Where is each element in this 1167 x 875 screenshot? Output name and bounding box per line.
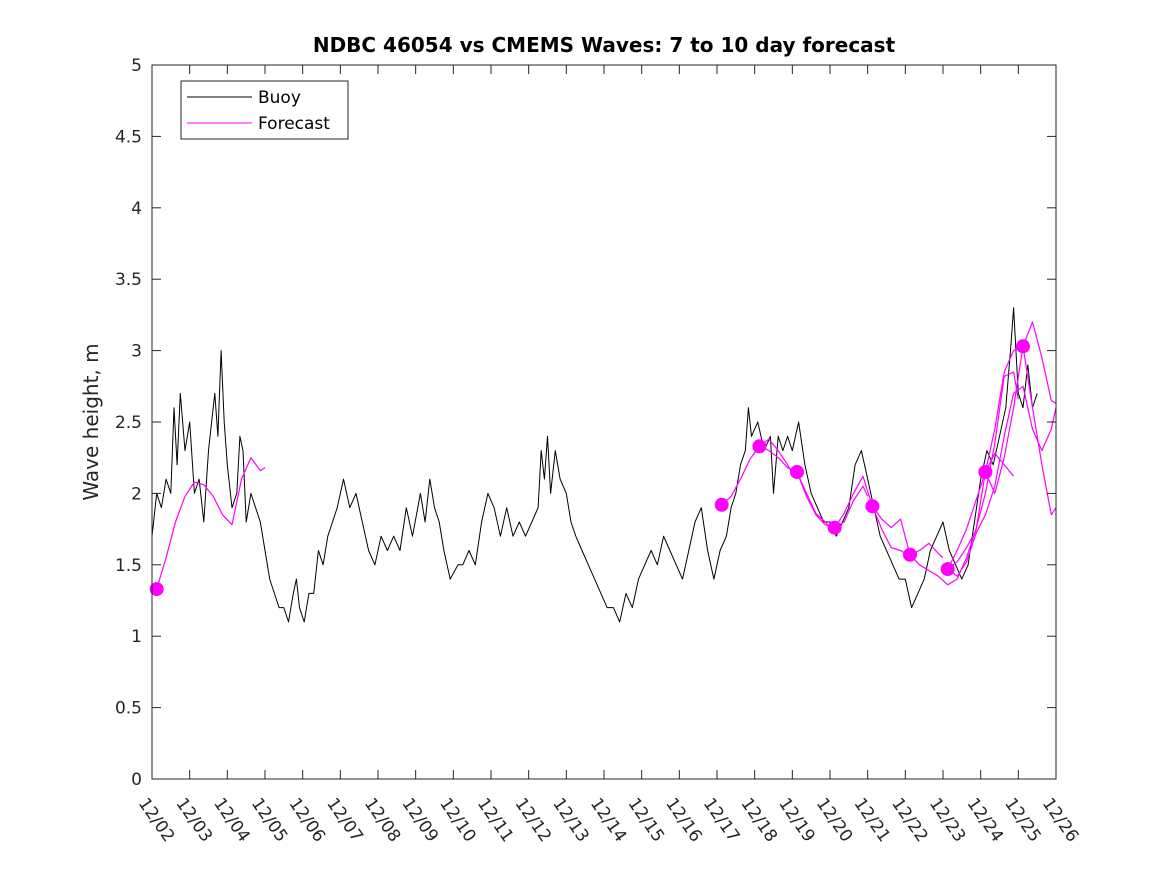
y-axis-label: Wave height, m — [79, 343, 103, 500]
forecast-markers — [149, 339, 1030, 597]
y-tick-label: 1.5 — [115, 556, 142, 576]
legend-label-buoy: Buoy — [258, 88, 301, 108]
forecast-line — [942, 385, 1057, 577]
forecast-marker — [790, 465, 804, 479]
y-tick-label: 4 — [131, 199, 142, 219]
y-axis: 0 0.5 1 1.5 2 2.5 3 3.5 4 4.5 5 — [115, 56, 1056, 790]
y-tick-label: 0 — [131, 770, 142, 790]
y-tick-label: 2 — [131, 484, 142, 504]
forecast-marker — [752, 439, 767, 454]
forecast-marker — [940, 562, 955, 577]
forecast-marker — [1016, 339, 1030, 354]
y-tick-label: 2.5 — [115, 413, 142, 433]
forecast-line — [156, 457, 266, 590]
buoy-line — [151, 307, 1038, 623]
chart-title: NDBC 46054 vs CMEMS Waves: 7 to 10 day f… — [313, 33, 896, 57]
legend-box — [180, 80, 349, 140]
forecast-marker — [827, 520, 842, 535]
legend: Buoy Forecast — [180, 80, 349, 140]
legend-label-forecast: Forecast — [258, 114, 330, 134]
y-tick-label: 3 — [131, 342, 142, 362]
y-tick-label: 5 — [131, 56, 142, 76]
forecast-marker — [714, 497, 729, 512]
plot-area — [152, 65, 1056, 779]
forecast-marker — [865, 499, 880, 514]
forecast-line — [909, 371, 1019, 586]
forecast-line — [947, 345, 1057, 570]
buoy-series — [151, 307, 1038, 623]
y-tick-label: 4.5 — [115, 127, 142, 147]
forecast-marker — [149, 582, 164, 597]
y-tick-label: 1 — [131, 627, 142, 647]
y-tick-label: 0.5 — [115, 699, 142, 719]
forecast-marker — [903, 547, 917, 562]
y-tick-label: 3.5 — [115, 270, 142, 290]
forecast-marker — [978, 465, 993, 479]
